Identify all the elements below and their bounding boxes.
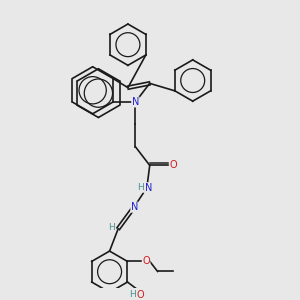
Text: H: H: [109, 223, 115, 232]
Text: O: O: [142, 256, 150, 266]
Text: H: H: [137, 183, 144, 192]
Text: N: N: [132, 97, 139, 107]
Text: N: N: [145, 183, 152, 193]
Text: H: H: [129, 290, 136, 299]
Text: O: O: [136, 290, 144, 300]
Text: N: N: [131, 202, 138, 212]
Text: O: O: [170, 160, 177, 170]
